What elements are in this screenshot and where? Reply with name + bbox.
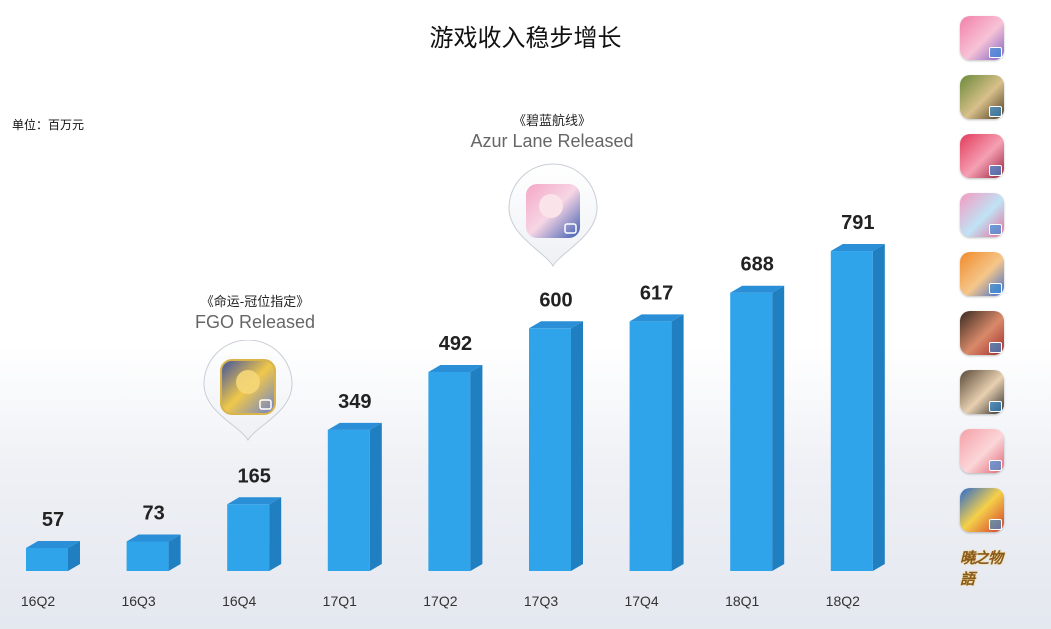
bar-side xyxy=(269,497,282,571)
game-icon-4 xyxy=(960,193,1004,237)
bar-front xyxy=(629,321,672,571)
bar-side xyxy=(470,364,483,571)
value-label-16Q3: 73 xyxy=(142,502,164,524)
bar-front xyxy=(227,504,270,571)
one-piece-game-icon xyxy=(960,488,1004,532)
bar-side xyxy=(168,534,181,571)
value-label-16Q2: 57 xyxy=(42,509,64,531)
category-label-16Q2: 16Q2 xyxy=(21,593,55,609)
bar-side xyxy=(369,422,382,571)
category-label-18Q1: 18Q1 xyxy=(725,593,759,609)
game-icon-column: 曉之物語 xyxy=(960,16,1012,589)
bar-top xyxy=(830,244,885,252)
value-label-17Q4: 617 xyxy=(640,282,673,304)
bar-top xyxy=(629,314,684,322)
game-icon-3 xyxy=(960,134,1004,178)
bar-top xyxy=(428,364,483,372)
game-icon-8 xyxy=(960,429,1004,473)
bar-top xyxy=(529,321,583,329)
fgo-callout-en: FGO Released xyxy=(194,312,316,332)
bar-front xyxy=(529,328,571,571)
value-label-18Q2: 791 xyxy=(841,212,874,234)
bar-17Q1 xyxy=(327,422,382,571)
bar-17Q3 xyxy=(529,321,583,571)
chart-title: 游戏收入稳步增长 xyxy=(429,24,622,52)
bar-top xyxy=(126,534,181,542)
category-label-17Q4: 17Q4 xyxy=(624,593,658,609)
category-label-16Q4: 16Q4 xyxy=(222,593,256,609)
sidebar-game-logo: 曉之物語 xyxy=(960,549,1003,588)
unit-label: 单位：百万元 xyxy=(12,118,85,132)
azur-icon-pin xyxy=(508,163,598,268)
value-label-17Q2: 492 xyxy=(439,333,472,355)
fgo-callout: 《命运-冠位指定》 FGO Released xyxy=(160,291,350,333)
category-label-18Q2: 18Q2 xyxy=(826,593,860,609)
bar-top xyxy=(327,422,382,430)
value-label-17Q1: 349 xyxy=(338,391,371,413)
bar-top xyxy=(26,540,80,548)
game-icon-6 xyxy=(960,311,1004,355)
bar-side xyxy=(872,244,885,571)
game-icon-5 xyxy=(960,252,1004,296)
value-label-16Q4: 165 xyxy=(238,465,271,487)
azur-callout-en: Azur Lane Released xyxy=(470,131,634,151)
bar-front xyxy=(730,292,773,571)
game-icon-2 xyxy=(960,75,1004,119)
game-icon-1 xyxy=(960,16,1004,60)
bar-front xyxy=(327,429,370,571)
category-label-16Q3: 16Q3 xyxy=(121,593,155,609)
game-icon-7 xyxy=(960,370,1004,414)
bar-16Q3 xyxy=(126,534,181,571)
category-label-17Q3: 17Q3 xyxy=(524,593,558,609)
value-label-18Q1: 688 xyxy=(741,254,774,276)
bar-front xyxy=(830,251,873,571)
bar-18Q2 xyxy=(830,244,885,571)
bar-17Q2 xyxy=(428,364,483,571)
bar-16Q2 xyxy=(26,540,80,571)
bar-17Q4 xyxy=(629,314,684,571)
category-label-17Q2: 17Q2 xyxy=(423,593,457,609)
bar-16Q4 xyxy=(227,497,282,571)
bar-side xyxy=(772,285,785,571)
bar-front xyxy=(428,371,471,571)
azur-callout-cn: 《碧蓝航线》 xyxy=(512,114,591,129)
bar-top xyxy=(227,497,282,505)
bar-top xyxy=(730,285,785,293)
bar-side xyxy=(671,314,684,571)
fgo-callout-cn: 《命运-冠位指定》 xyxy=(200,295,310,310)
category-label-17Q1: 17Q1 xyxy=(323,593,357,609)
value-label-17Q3: 600 xyxy=(539,289,572,311)
bar-18Q1 xyxy=(730,285,785,571)
fgo-icon-pin xyxy=(203,340,293,442)
bar-side xyxy=(68,540,80,571)
bar-front xyxy=(126,541,169,571)
azur-callout: 《碧蓝航线》 Azur Lane Released xyxy=(447,110,657,152)
bar-front xyxy=(26,547,68,571)
bar-side xyxy=(571,321,583,571)
